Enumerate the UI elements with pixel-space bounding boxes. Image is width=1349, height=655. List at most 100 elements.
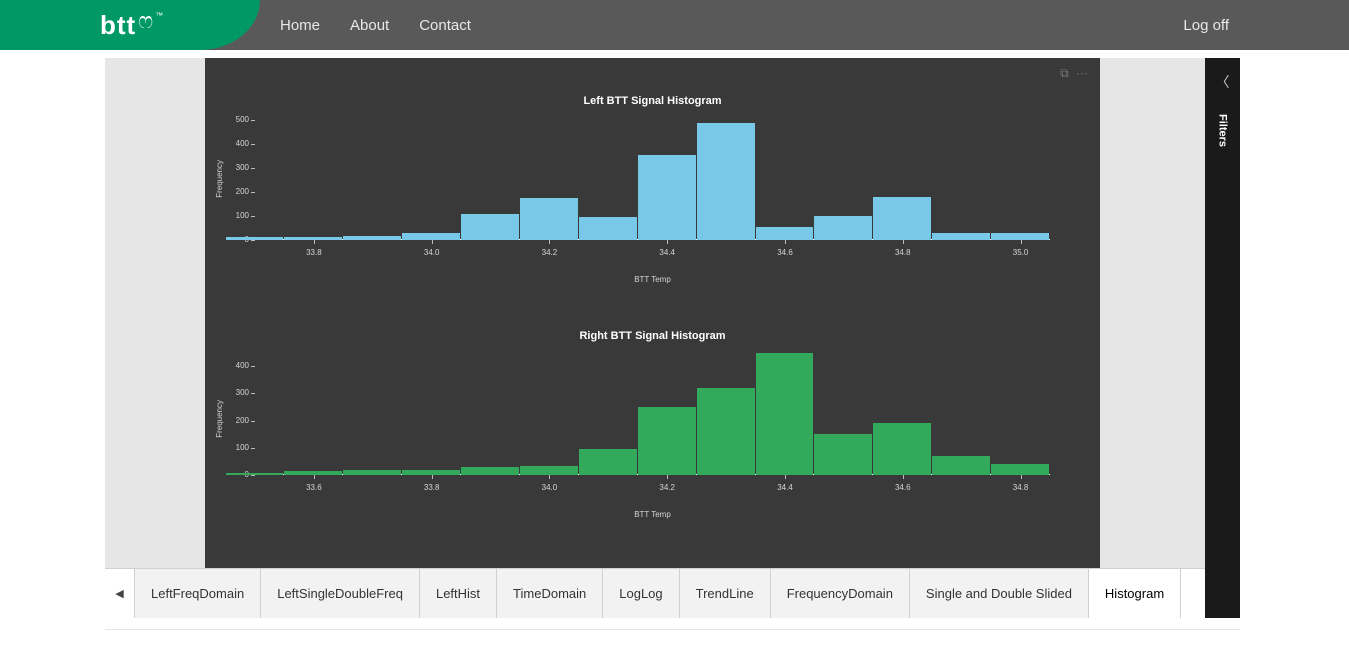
tab-leftsingledoublefreq[interactable]: LeftSingleDoubleFreq — [261, 569, 420, 618]
xtick — [903, 475, 904, 479]
tab-timedomain[interactable]: TimeDomain — [497, 569, 603, 618]
ylabel-left: Frequency — [215, 160, 224, 198]
xtick-label: 33.8 — [306, 248, 322, 257]
xtick — [785, 240, 786, 244]
nav-about[interactable]: About — [350, 17, 389, 34]
xtick-label: 34.4 — [777, 483, 793, 492]
ytick — [251, 448, 255, 449]
logo-tm: ™ — [155, 11, 163, 20]
histogram-bar — [579, 217, 637, 240]
nav-home[interactable]: Home — [280, 17, 320, 34]
ytick — [251, 168, 255, 169]
xtick-label: 34.6 — [895, 483, 911, 492]
xtick-label: 34.4 — [659, 248, 675, 257]
tab-leftfreqdomain[interactable]: LeftFreqDomain — [135, 569, 261, 618]
histogram-bar — [756, 227, 814, 240]
histogram-bar — [461, 214, 519, 240]
histogram-bar — [697, 388, 755, 475]
footer-divider — [105, 629, 1240, 630]
tab-trendline[interactable]: TrendLine — [680, 569, 771, 618]
logo[interactable]: btt ෆ ™ — [0, 0, 260, 50]
plot-top: 010020030040050033.834.034.234.434.634.8… — [255, 115, 1050, 240]
xlabel-right: BTT Temp — [205, 510, 1100, 519]
ytick — [251, 393, 255, 394]
left-btt-histogram: Left BTT Signal Histogram Frequency 0100… — [205, 80, 1100, 300]
histogram-bar — [814, 216, 872, 240]
tab-frequencydomain[interactable]: FrequencyDomain — [771, 569, 910, 618]
histogram-bar — [579, 449, 637, 475]
ytick-label: 200 — [229, 187, 249, 196]
report-tabs: ◀ LeftFreqDomainLeftSingleDoubleFreqLeft… — [105, 568, 1205, 618]
xtick — [1021, 240, 1022, 244]
xtick — [1021, 475, 1022, 479]
histogram-bar — [343, 236, 401, 240]
histogram-bar — [520, 198, 578, 240]
xtick-label: 34.8 — [895, 248, 911, 257]
histogram-bar — [226, 473, 284, 475]
histogram-bar — [461, 467, 519, 475]
ytick-label: 500 — [229, 115, 249, 124]
histogram-bar — [991, 233, 1049, 240]
ytick — [251, 240, 255, 241]
ytick — [251, 475, 255, 476]
ylabel-right: Frequency — [215, 400, 224, 438]
tab-histogram[interactable]: Histogram — [1089, 569, 1181, 618]
filters-panel[interactable]: 〈 Filters — [1205, 58, 1240, 618]
xtick-label: 34.6 — [777, 248, 793, 257]
xtick — [667, 475, 668, 479]
xtick-label: 33.6 — [306, 483, 322, 492]
tab-loglog[interactable]: LogLog — [603, 569, 679, 618]
ytick-label: 400 — [229, 361, 249, 370]
histogram-bar — [638, 407, 696, 475]
ytick — [251, 421, 255, 422]
xtick-label: 33.8 — [424, 483, 440, 492]
histogram-bar — [991, 464, 1049, 475]
histogram-bar — [284, 237, 342, 240]
histogram-bar — [226, 237, 284, 240]
visual-options-icon[interactable]: ⧉ ⋯ — [1060, 66, 1090, 81]
histogram-bar — [343, 470, 401, 475]
top-nav-bar: btt ෆ ™ Home About Contact Log off — [0, 0, 1349, 50]
xtick — [432, 475, 433, 479]
tab-single-and-double-slided[interactable]: Single and Double Slided — [910, 569, 1089, 618]
xtick — [314, 475, 315, 479]
histogram-bar — [814, 434, 872, 475]
xtick — [549, 240, 550, 244]
histogram-bar — [756, 353, 814, 475]
ytick-label: 100 — [229, 443, 249, 452]
histogram-bar — [638, 155, 696, 240]
chart-canvas: ⧉ ⋯ Left BTT Signal Histogram Frequency … — [205, 58, 1100, 568]
xtick — [314, 240, 315, 244]
xtick-label: 34.2 — [542, 248, 558, 257]
xtick — [785, 475, 786, 479]
ytick — [251, 192, 255, 193]
chart-title-left: Left BTT Signal Histogram — [205, 95, 1100, 107]
xtick — [549, 475, 550, 479]
xtick — [667, 240, 668, 244]
histogram-bar — [520, 466, 578, 476]
xtick-label: 35.0 — [1013, 248, 1029, 257]
nav-links: Home About Contact — [280, 17, 471, 34]
xtick — [432, 240, 433, 244]
histogram-bar — [932, 456, 990, 475]
xtick-label: 34.0 — [424, 248, 440, 257]
filters-label: Filters — [1217, 114, 1229, 147]
ytick-label: 200 — [229, 416, 249, 425]
chevron-left-icon[interactable]: 〈 — [1216, 72, 1230, 92]
histogram-bar — [402, 233, 460, 240]
tab-lefthist[interactable]: LeftHist — [420, 569, 497, 618]
logoff-link[interactable]: Log off — [1183, 17, 1229, 34]
ytick-label: 100 — [229, 211, 249, 220]
right-btt-histogram: Right BTT Signal Histogram Frequency 010… — [205, 320, 1100, 540]
nav-contact[interactable]: Contact — [419, 17, 471, 34]
tab-prev-icon[interactable]: ◀ — [105, 569, 135, 618]
xtick-label: 34.8 — [1013, 483, 1029, 492]
ytick — [251, 144, 255, 145]
logo-swirl-icon: ෆ — [138, 8, 153, 34]
histogram-bar — [284, 471, 342, 475]
ytick — [251, 366, 255, 367]
ytick-label: 400 — [229, 139, 249, 148]
report-container: ⧉ ⋯ Left BTT Signal Histogram Frequency … — [105, 58, 1240, 618]
chart-title-right: Right BTT Signal Histogram — [205, 330, 1100, 342]
histogram-bar — [873, 197, 931, 240]
